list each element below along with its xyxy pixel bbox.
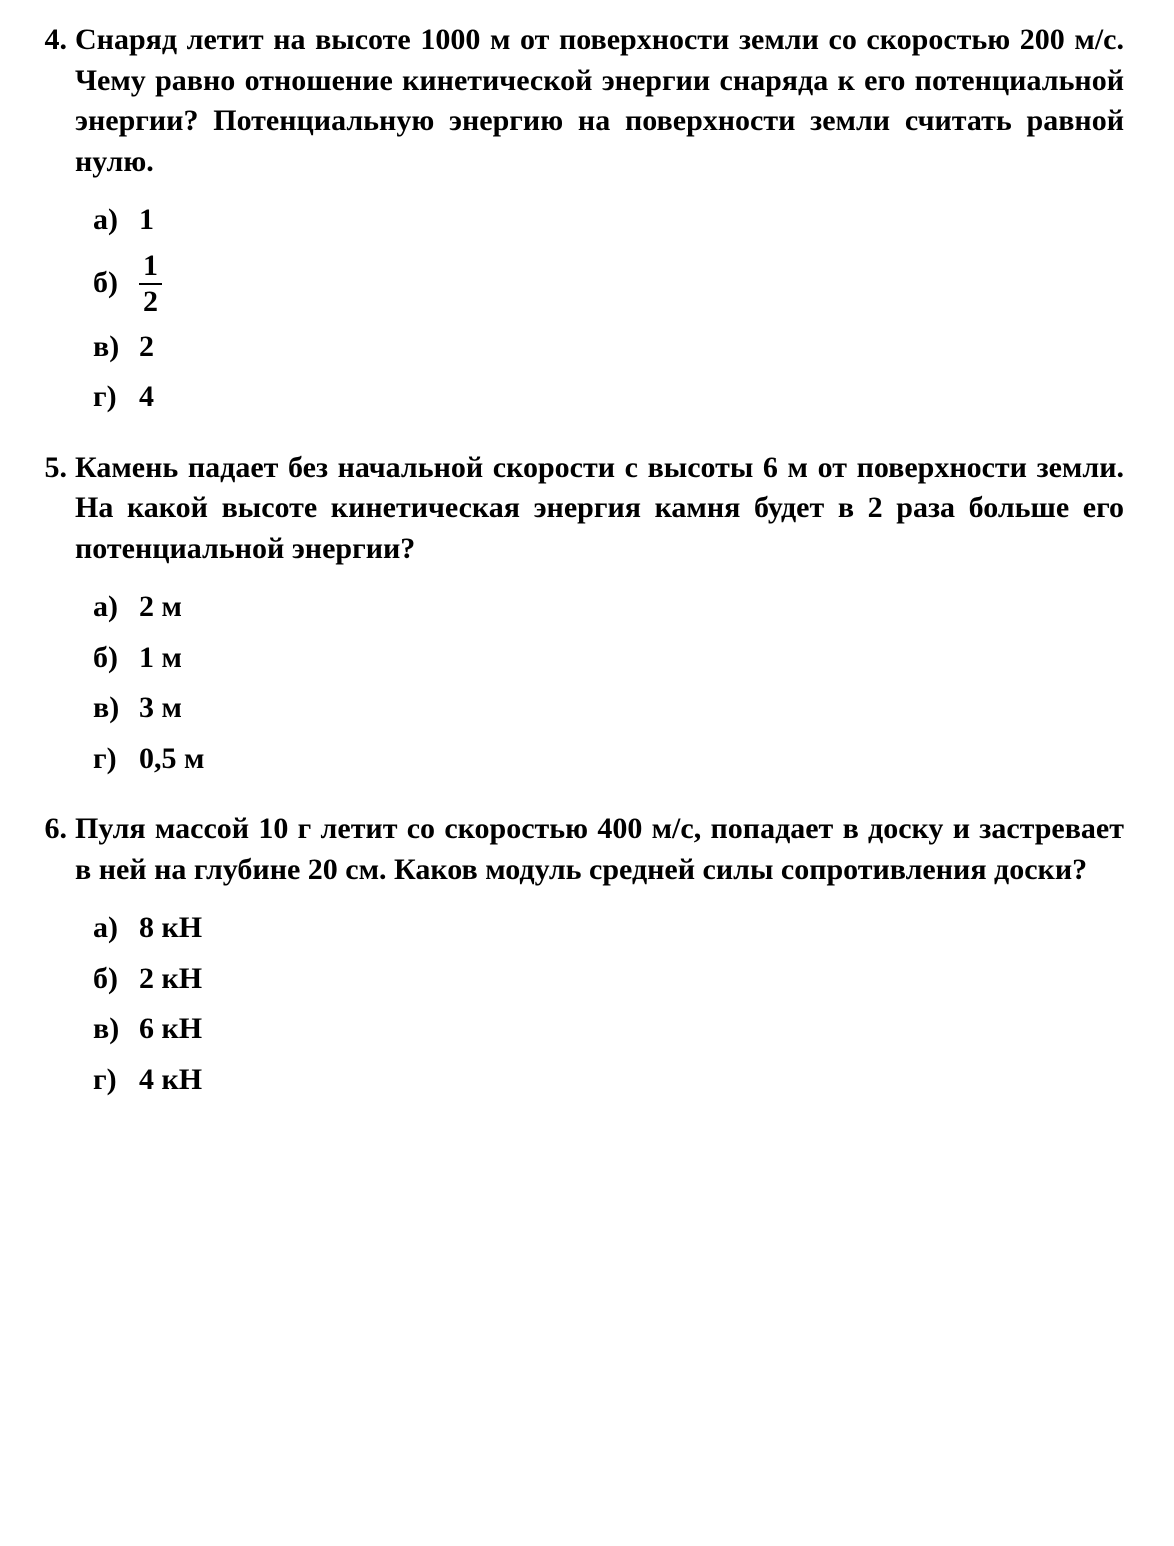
options-list: а) 8 кН б) 2 кН в) 6 кН г) 4 кН [75,908,1124,1100]
question-number: 6. [30,809,75,1110]
question-number: 5. [30,448,75,790]
option-value: 2 [133,327,154,368]
option-label: б) [93,959,133,1000]
fraction-num: 1 [139,251,162,285]
option-value: 2 м [133,587,182,628]
question-content: Снаряд летит на высоте 1000 м от поверхн… [75,20,1124,428]
option-value: 8 кН [133,908,202,949]
option-value: 1 м [133,638,182,679]
option-g: г) 4 кН [93,1060,1124,1101]
option-a: а) 2 м [93,587,1124,628]
option-label: а) [93,908,133,949]
question-text: Камень падает без начальной скорости с в… [75,448,1124,570]
option-value: 4 кН [133,1060,202,1101]
option-label: г) [93,1060,133,1101]
option-b: б) 2 кН [93,959,1124,1000]
option-label: б) [93,263,133,304]
option-value: 1 2 [133,251,162,317]
fraction-den: 2 [139,285,162,317]
option-value: 2 кН [133,959,202,1000]
option-v: в) 3 м [93,688,1124,729]
option-value: 3 м [133,688,182,729]
option-a: а) 1 [93,200,1124,241]
option-label: в) [93,327,133,368]
question-text: Пуля массой 10 г летит со скоростью 400 … [75,809,1124,890]
option-v: в) 2 [93,327,1124,368]
option-value: 0,5 м [133,739,204,780]
question-4: 4. Снаряд летит на высоте 1000 м от пове… [30,20,1124,428]
option-value: 4 [133,377,154,418]
option-label: б) [93,638,133,679]
fraction: 1 2 [139,251,162,317]
option-b: б) 1 2 [93,251,1124,317]
option-value: 6 кН [133,1009,202,1050]
options-list: а) 2 м б) 1 м в) 3 м г) 0,5 м [75,587,1124,779]
question-number: 4. [30,20,75,428]
option-b: б) 1 м [93,638,1124,679]
option-g: г) 4 [93,377,1124,418]
option-v: в) 6 кН [93,1009,1124,1050]
question-6: 6. Пуля массой 10 г летит со скоростью 4… [30,809,1124,1110]
option-label: а) [93,200,133,241]
question-text: Снаряд летит на высоте 1000 м от поверхн… [75,20,1124,182]
option-g: г) 0,5 м [93,739,1124,780]
option-label: г) [93,377,133,418]
option-value: 1 [133,200,154,241]
question-content: Пуля массой 10 г летит со скоростью 400 … [75,809,1124,1110]
option-a: а) 8 кН [93,908,1124,949]
option-label: в) [93,688,133,729]
question-5: 5. Камень падает без начальной скорости … [30,448,1124,790]
option-label: а) [93,587,133,628]
option-label: в) [93,1009,133,1050]
option-label: г) [93,739,133,780]
question-content: Камень падает без начальной скорости с в… [75,448,1124,790]
options-list: а) 1 б) 1 2 в) 2 г) 4 [75,200,1124,418]
